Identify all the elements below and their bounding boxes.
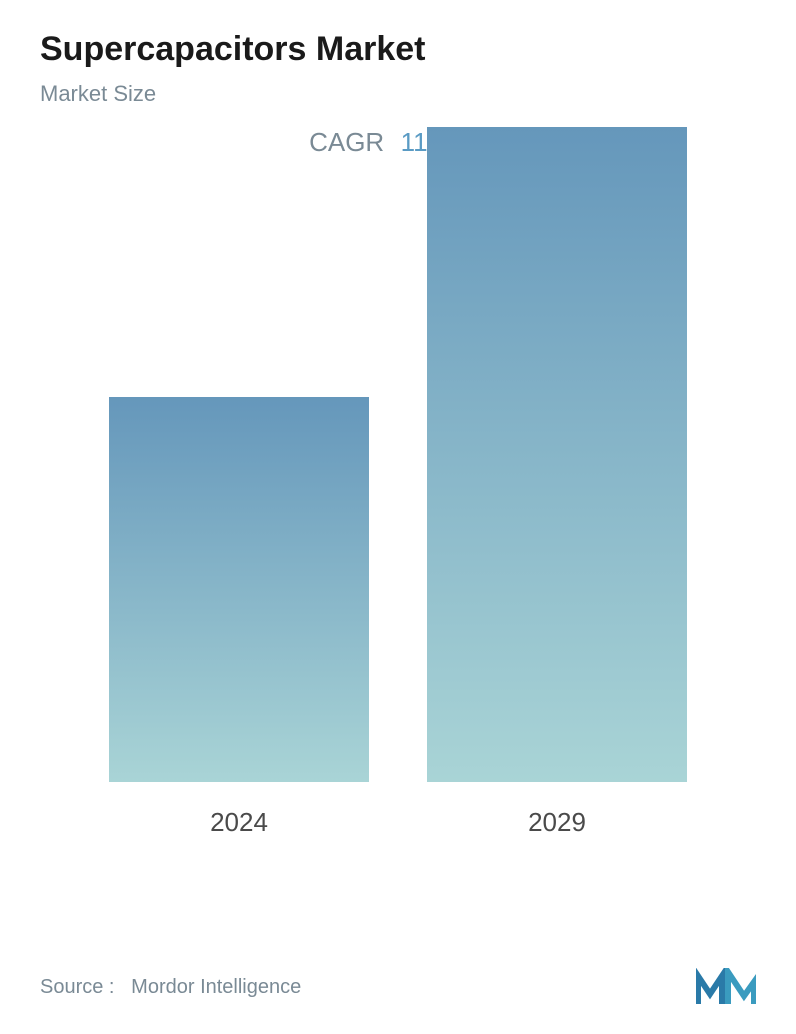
bar-2024 [109,397,369,782]
page-subtitle: Market Size [40,81,756,107]
footer: Source : Mordor Intelligence [40,968,756,1006]
bar-label-2029: 2029 [528,807,586,838]
chart-container: Supercapacitors Market Market Size CAGR … [0,0,796,1034]
source-label: Source : [40,976,114,998]
bar-label-2024: 2024 [210,807,268,838]
bars-wrapper: 2024 2029 [60,178,736,838]
source-attribution: Source : Mordor Intelligence [40,976,301,999]
brand-logo-icon [696,968,756,1006]
source-name: Mordor Intelligence [131,976,301,998]
cagr-label: CAGR [309,127,384,158]
bar-group-2024: 2024 [96,397,382,838]
chart-area: 2024 2029 [60,178,736,898]
bar-group-2029: 2029 [414,127,700,838]
page-title: Supercapacitors Market [40,30,756,69]
bar-2029 [427,127,687,782]
